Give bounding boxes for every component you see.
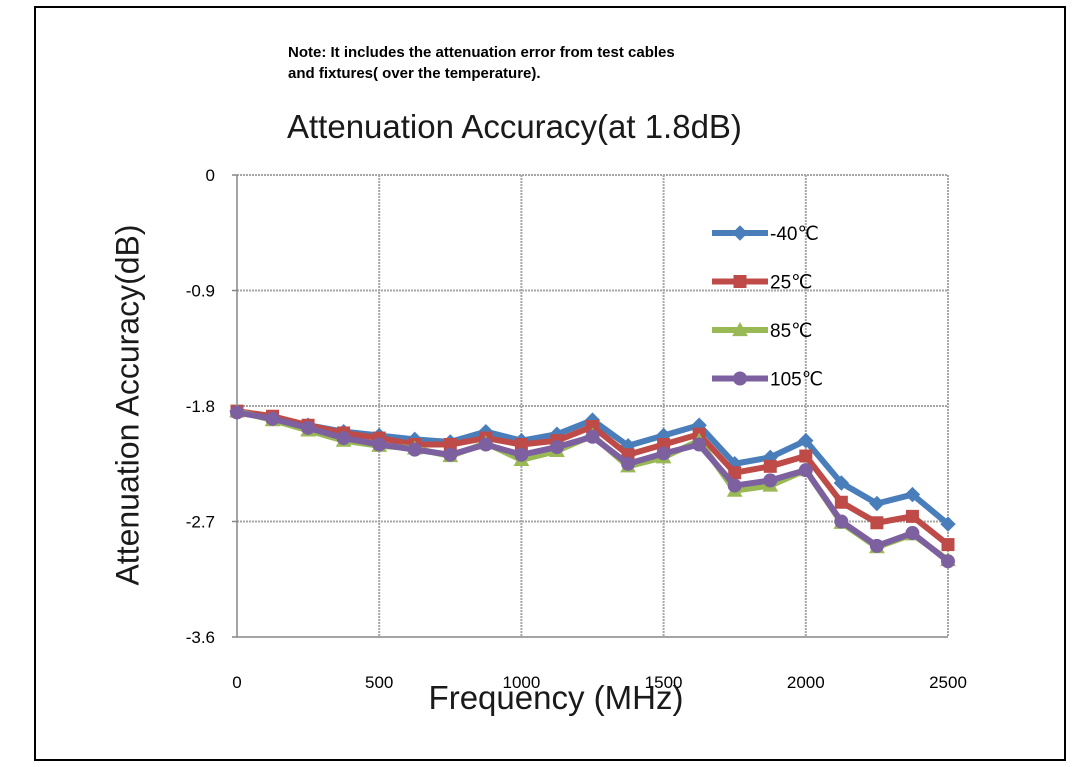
data-point-1: [869, 495, 885, 512]
legend-label: 25℃: [770, 273, 812, 294]
data-point-4: [692, 437, 707, 452]
data-point-2: [941, 538, 955, 552]
x-tick-label: 1000: [502, 673, 540, 692]
y-tick-label: -0.9: [186, 282, 215, 301]
data-point-4: [549, 440, 564, 455]
x-tick-label: 500: [365, 673, 393, 692]
chart-frame: [34, 6, 1066, 761]
x-tick-label: 1500: [645, 673, 683, 692]
data-point-4: [514, 447, 529, 462]
data-point-4: [407, 442, 422, 457]
legend-marker: [732, 225, 748, 241]
data-point-4: [834, 514, 849, 529]
legend-label: -40℃: [770, 224, 819, 245]
data-point-4: [621, 456, 636, 471]
data-point-4: [905, 526, 920, 541]
data-point-4: [656, 446, 671, 461]
x-tick-label: 0: [232, 673, 241, 692]
legend-label: 85℃: [770, 321, 812, 342]
data-point-4: [478, 437, 493, 452]
data-point-1: [833, 475, 850, 491]
data-point-2: [870, 516, 884, 530]
data-point-4: [372, 437, 387, 452]
data-point-4: [336, 431, 351, 446]
data-point-2: [763, 459, 777, 473]
x-tick-label: 2500: [929, 673, 967, 692]
data-point-4: [869, 538, 884, 553]
y-tick-label: -2.7: [186, 513, 215, 532]
data-point-4: [727, 478, 742, 493]
legend-marker: [732, 321, 748, 337]
data-point-4: [798, 463, 813, 478]
data-point-1: [904, 486, 921, 503]
data-point-4: [941, 554, 955, 569]
chart-note: Note: It includes the attenuation error …: [288, 42, 675, 84]
data-point-4: [585, 429, 600, 444]
legend-marker: [733, 275, 747, 288]
data-point-4: [443, 447, 458, 462]
data-point-1: [940, 516, 956, 532]
data-point-1: [798, 432, 814, 449]
x-axis-label: Frequency (MHz): [428, 679, 684, 716]
data-point-2: [799, 449, 813, 463]
note-line-2: and fixtures( over the temperature).: [288, 65, 541, 82]
x-tick-label: 2000: [787, 673, 825, 692]
data-point-4: [763, 473, 778, 488]
data-point-4: [230, 405, 244, 420]
data-point-2: [905, 509, 919, 523]
y-tick-label: 0: [206, 166, 215, 185]
data-point-4: [301, 420, 316, 435]
legend-marker: [733, 371, 747, 386]
data-point-4: [265, 411, 280, 426]
chart-title: Attenuation Accuracy(at 1.8dB): [287, 108, 742, 145]
data-point-2: [834, 495, 848, 509]
y-axis-label: Attenuation Accuracy(dB): [109, 224, 146, 586]
y-tick-label: -3.6: [186, 628, 215, 647]
note-line-1: Note: It includes the attenuation error …: [288, 44, 675, 61]
y-tick-label: -1.8: [186, 397, 215, 416]
legend-label: 105℃: [770, 370, 823, 391]
